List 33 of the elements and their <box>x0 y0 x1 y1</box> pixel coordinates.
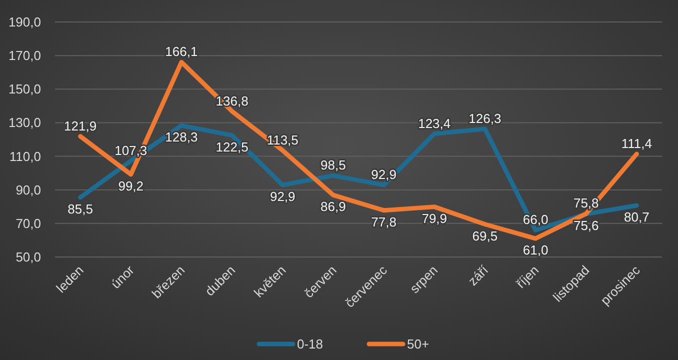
data-label: 66,0 <box>522 212 548 228</box>
data-label: 85,5 <box>68 201 93 216</box>
data-label: 121,9 <box>64 118 97 134</box>
data-label: 123,4 <box>418 116 451 131</box>
data-label: 61,0 <box>522 242 548 258</box>
x-tick-label: září <box>465 262 492 288</box>
y-tick-label: 190,0 <box>8 14 41 30</box>
data-label: 126,3 <box>468 110 502 126</box>
data-label: 77,8 <box>371 214 396 230</box>
y-tick-label: 90,0 <box>16 182 41 198</box>
y-tick-label: 150,0 <box>8 82 41 97</box>
data-label: 128,3 <box>165 130 198 145</box>
x-tick-label: únor <box>108 262 138 292</box>
data-label: 166,1 <box>165 44 198 60</box>
data-label: 99,2 <box>118 178 144 194</box>
y-tick-label: 70,0 <box>16 216 41 231</box>
data-label: 80,7 <box>624 209 650 224</box>
legend-label: 50+ <box>407 336 430 352</box>
y-tick-label: 110,0 <box>9 148 41 164</box>
data-label: 111,4 <box>621 136 652 151</box>
data-label: 98,5 <box>320 158 346 173</box>
data-label: 122,5 <box>216 139 248 154</box>
y-tick-label: 130,0 <box>8 115 41 130</box>
x-tick-label: říjen <box>513 262 542 292</box>
data-label: 69,5 <box>472 228 498 244</box>
data-label: 79,9 <box>422 210 448 226</box>
data-label: 92,9 <box>270 188 296 204</box>
data-label: 86,9 <box>320 199 346 214</box>
data-label: 92,9 <box>371 166 396 182</box>
data-label: 75,6 <box>573 218 599 234</box>
y-tick-label: 50,0 <box>16 250 41 264</box>
legend-label: 0-18 <box>297 336 324 352</box>
y-tick-label: 170,0 <box>8 48 41 64</box>
